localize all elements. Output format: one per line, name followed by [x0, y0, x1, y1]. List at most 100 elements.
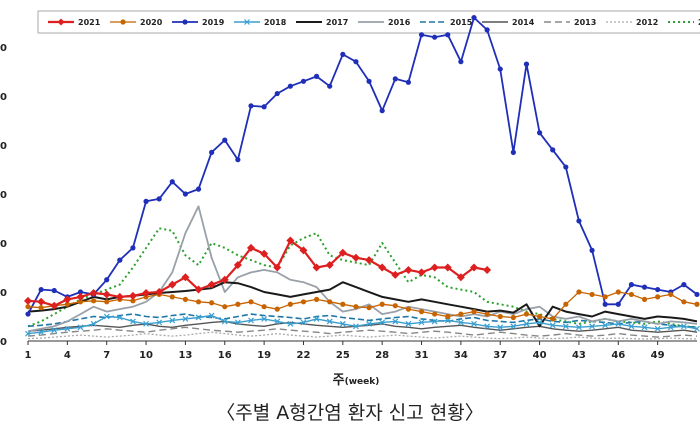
data-point [445, 32, 451, 38]
data-point [379, 319, 386, 326]
data-point [655, 294, 661, 300]
legend-entry-2017: 2017 [296, 18, 348, 27]
data-point [694, 301, 700, 307]
legend-label: 2013 [574, 18, 596, 27]
data-point [222, 137, 228, 143]
data-point [445, 313, 451, 320]
data-point [602, 301, 608, 307]
data-point [694, 325, 700, 332]
data-point [484, 311, 490, 317]
data-point [142, 288, 151, 297]
data-point [458, 311, 464, 317]
data-point [287, 83, 293, 89]
x-tick-label: 34 [454, 350, 468, 361]
data-point [417, 268, 426, 277]
data-point [286, 236, 295, 245]
data-point [313, 316, 320, 322]
data-point [549, 322, 556, 329]
data-point [418, 309, 425, 315]
data-point [338, 248, 347, 257]
data-point [169, 294, 175, 300]
data-point [392, 303, 398, 309]
data-point [221, 318, 228, 325]
legend-entry-2013: 2013 [544, 18, 596, 27]
data-point [353, 323, 359, 330]
data-point [536, 319, 543, 326]
data-point [63, 295, 72, 304]
data-point [497, 313, 503, 320]
data-point [404, 265, 413, 274]
data-point [654, 325, 661, 332]
series-20 [27, 227, 698, 329]
data-point [392, 76, 398, 82]
data-point [235, 157, 241, 163]
data-point [38, 305, 44, 311]
legend-label: 2014 [512, 18, 535, 27]
data-point [536, 313, 543, 320]
data-point [261, 316, 268, 322]
data-point [77, 289, 84, 295]
data-point [550, 316, 556, 322]
y-tick-label: 00 [0, 190, 7, 201]
data-point [248, 317, 254, 324]
data-point [576, 324, 582, 331]
x-tick-label: 49 [651, 350, 665, 361]
data-point [273, 263, 282, 272]
data-point [128, 291, 137, 300]
data-point [130, 318, 136, 325]
data-point [274, 90, 280, 97]
data-point [326, 318, 333, 325]
data-point [523, 320, 530, 327]
x-axis-label: 주(week) [333, 373, 380, 388]
data-point [327, 83, 333, 89]
data-point [76, 292, 85, 301]
data-point [339, 320, 346, 327]
data-point [681, 299, 687, 305]
data-point [299, 246, 308, 255]
series-line-2021 [27, 239, 488, 307]
legend-marker [244, 19, 250, 25]
data-point [50, 301, 59, 310]
x-tick-label: 46 [611, 350, 625, 361]
data-point [378, 263, 387, 272]
x-tick-label: 22 [297, 350, 311, 361]
legend-marker [182, 19, 188, 25]
data-point [168, 280, 177, 289]
legend-entry-2014: 2014 [482, 18, 535, 27]
data-point [366, 320, 372, 327]
data-point [169, 179, 175, 185]
data-point [615, 320, 622, 327]
data-point [484, 323, 491, 330]
data-point [51, 287, 57, 294]
legend-entry-2015: 2015 [420, 18, 473, 27]
data-point [680, 323, 687, 330]
data-point [457, 319, 464, 326]
data-point [103, 313, 110, 320]
data-point [641, 284, 648, 290]
data-point [104, 277, 110, 283]
data-point [602, 322, 609, 329]
data-point [471, 309, 477, 315]
data-point [51, 327, 58, 334]
legend-entry-20: 20 [668, 18, 700, 27]
data-point [261, 304, 267, 310]
data-point [405, 79, 412, 85]
data-point [182, 316, 189, 322]
data-point [392, 318, 399, 325]
data-point [668, 291, 674, 298]
data-point [510, 314, 516, 321]
plot-area [24, 15, 700, 340]
data-point [104, 299, 110, 305]
axes: 0000000000000147101316192225283134374043… [0, 43, 697, 361]
data-point [694, 291, 700, 298]
series-line-2015 [27, 313, 698, 329]
data-point [220, 275, 229, 284]
data-point [418, 32, 425, 38]
data-point [209, 149, 215, 155]
legend-entry-2016: 2016 [358, 18, 411, 27]
data-point [523, 61, 530, 67]
data-point [510, 323, 517, 330]
data-point [156, 319, 163, 326]
